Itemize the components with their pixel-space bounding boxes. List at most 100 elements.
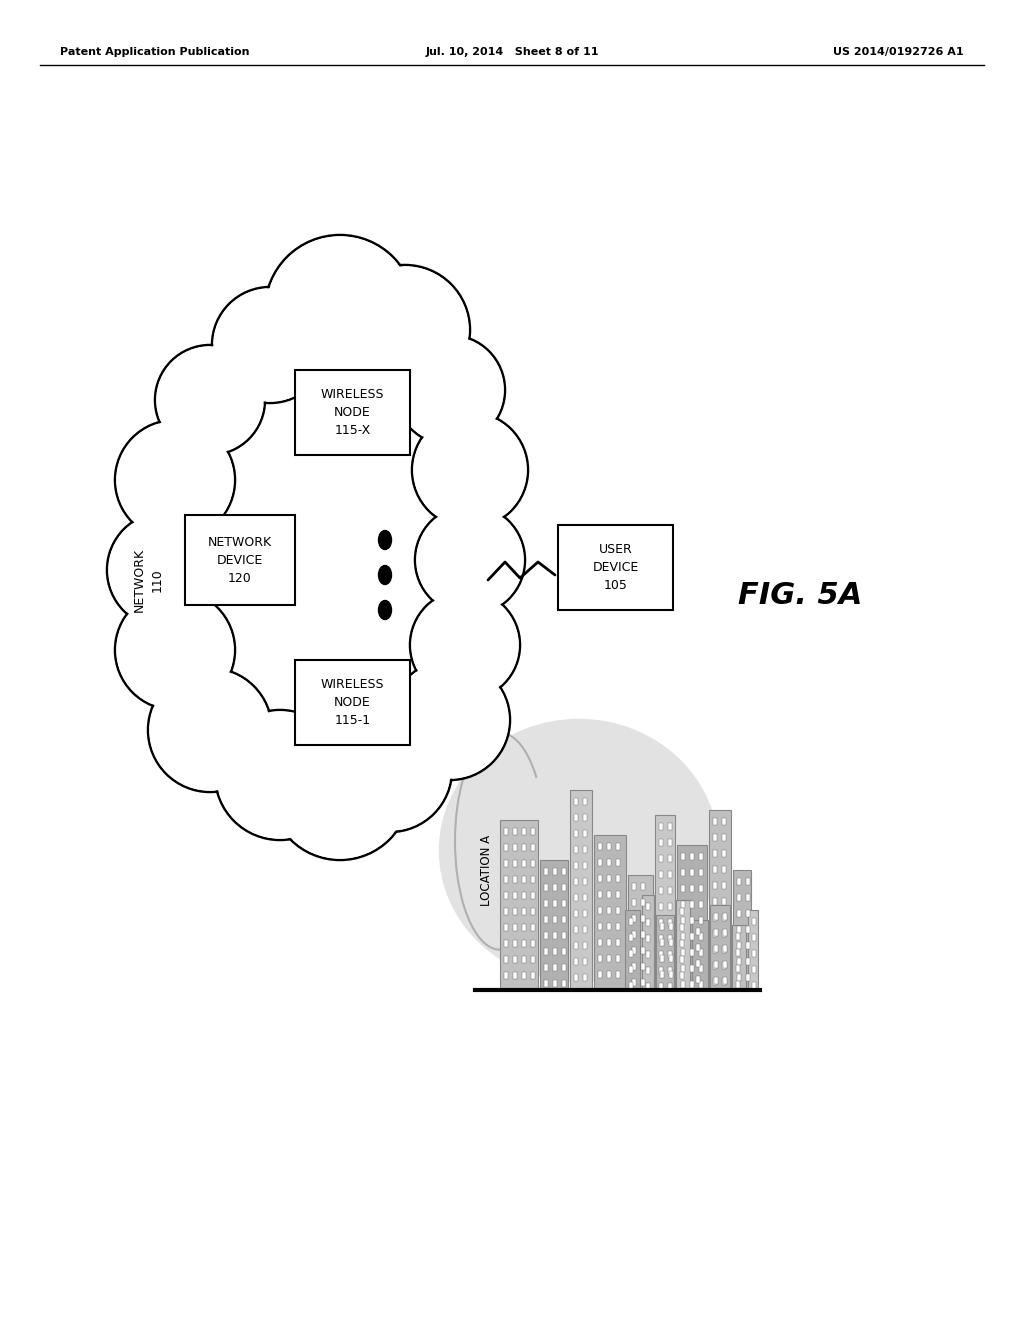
Bar	[714, 977, 718, 983]
Bar	[607, 843, 611, 850]
Bar	[513, 972, 517, 979]
Bar	[583, 909, 587, 917]
Bar	[632, 883, 636, 890]
Bar	[713, 946, 717, 953]
Bar	[690, 917, 694, 924]
Bar	[583, 814, 587, 821]
Bar	[723, 977, 727, 983]
Bar	[504, 861, 508, 867]
Bar	[562, 916, 566, 923]
Bar	[681, 933, 685, 940]
Bar	[583, 942, 587, 949]
Bar	[504, 972, 508, 979]
Bar	[746, 942, 750, 949]
Bar	[699, 965, 703, 972]
Bar	[632, 946, 636, 954]
Bar	[713, 898, 717, 906]
Bar	[690, 933, 694, 940]
Bar	[553, 900, 557, 907]
Bar	[713, 978, 717, 985]
Circle shape	[397, 337, 503, 444]
Bar	[746, 958, 750, 965]
Bar	[669, 923, 673, 931]
Circle shape	[415, 506, 525, 615]
Bar	[504, 828, 508, 836]
Bar	[660, 954, 664, 962]
Circle shape	[340, 265, 470, 395]
Bar	[522, 956, 526, 964]
Bar	[632, 964, 636, 970]
Bar	[714, 945, 718, 952]
Bar	[513, 924, 517, 931]
Bar	[746, 909, 750, 917]
Circle shape	[117, 591, 233, 708]
Bar	[668, 887, 672, 894]
Text: FIG. 5A: FIG. 5A	[738, 581, 862, 610]
Bar	[710, 906, 730, 990]
Bar	[522, 892, 526, 899]
Bar	[629, 935, 633, 941]
Bar	[616, 891, 620, 898]
Bar	[574, 958, 578, 965]
Bar	[699, 869, 703, 876]
Ellipse shape	[379, 565, 391, 585]
Bar	[562, 900, 566, 907]
Bar	[598, 954, 602, 962]
Bar	[690, 965, 694, 972]
Bar	[607, 972, 611, 978]
Circle shape	[392, 663, 508, 777]
Bar	[723, 913, 727, 920]
Bar	[696, 944, 700, 950]
Circle shape	[115, 590, 234, 710]
Bar	[699, 853, 703, 861]
Bar	[544, 948, 548, 954]
Bar	[656, 915, 674, 990]
Bar	[752, 950, 756, 957]
Bar	[722, 866, 726, 873]
Bar	[607, 923, 611, 931]
Bar	[598, 859, 602, 866]
Bar	[504, 892, 508, 899]
Bar	[628, 875, 653, 990]
Bar	[690, 853, 694, 861]
Bar	[562, 979, 566, 987]
Bar	[736, 933, 740, 940]
Bar	[736, 949, 740, 956]
Bar	[713, 818, 717, 825]
Bar	[669, 939, 673, 946]
Circle shape	[215, 710, 345, 840]
Bar	[632, 931, 636, 939]
Bar	[598, 843, 602, 850]
Bar	[752, 966, 756, 973]
Bar	[668, 855, 672, 862]
Bar	[544, 964, 548, 972]
Bar	[681, 853, 685, 861]
Bar	[574, 909, 578, 917]
Circle shape	[109, 513, 221, 626]
Bar	[574, 846, 578, 853]
Bar	[513, 892, 517, 899]
Bar	[522, 861, 526, 867]
Bar	[714, 929, 718, 936]
Bar	[629, 966, 633, 973]
Bar	[713, 931, 717, 937]
Bar	[699, 884, 703, 892]
Bar	[504, 940, 508, 946]
Bar	[522, 924, 526, 931]
Bar	[522, 940, 526, 946]
Circle shape	[330, 710, 450, 830]
Bar	[642, 895, 654, 990]
Text: LOCATION A: LOCATION A	[480, 834, 494, 906]
Bar	[583, 958, 587, 965]
Bar	[699, 902, 703, 908]
Bar	[668, 968, 672, 974]
Bar	[607, 859, 611, 866]
Bar	[737, 927, 741, 933]
Bar	[616, 939, 620, 946]
Bar	[616, 875, 620, 882]
Bar	[598, 907, 602, 913]
Circle shape	[150, 671, 270, 789]
Bar	[659, 919, 663, 927]
Bar	[544, 884, 548, 891]
Bar	[690, 869, 694, 876]
